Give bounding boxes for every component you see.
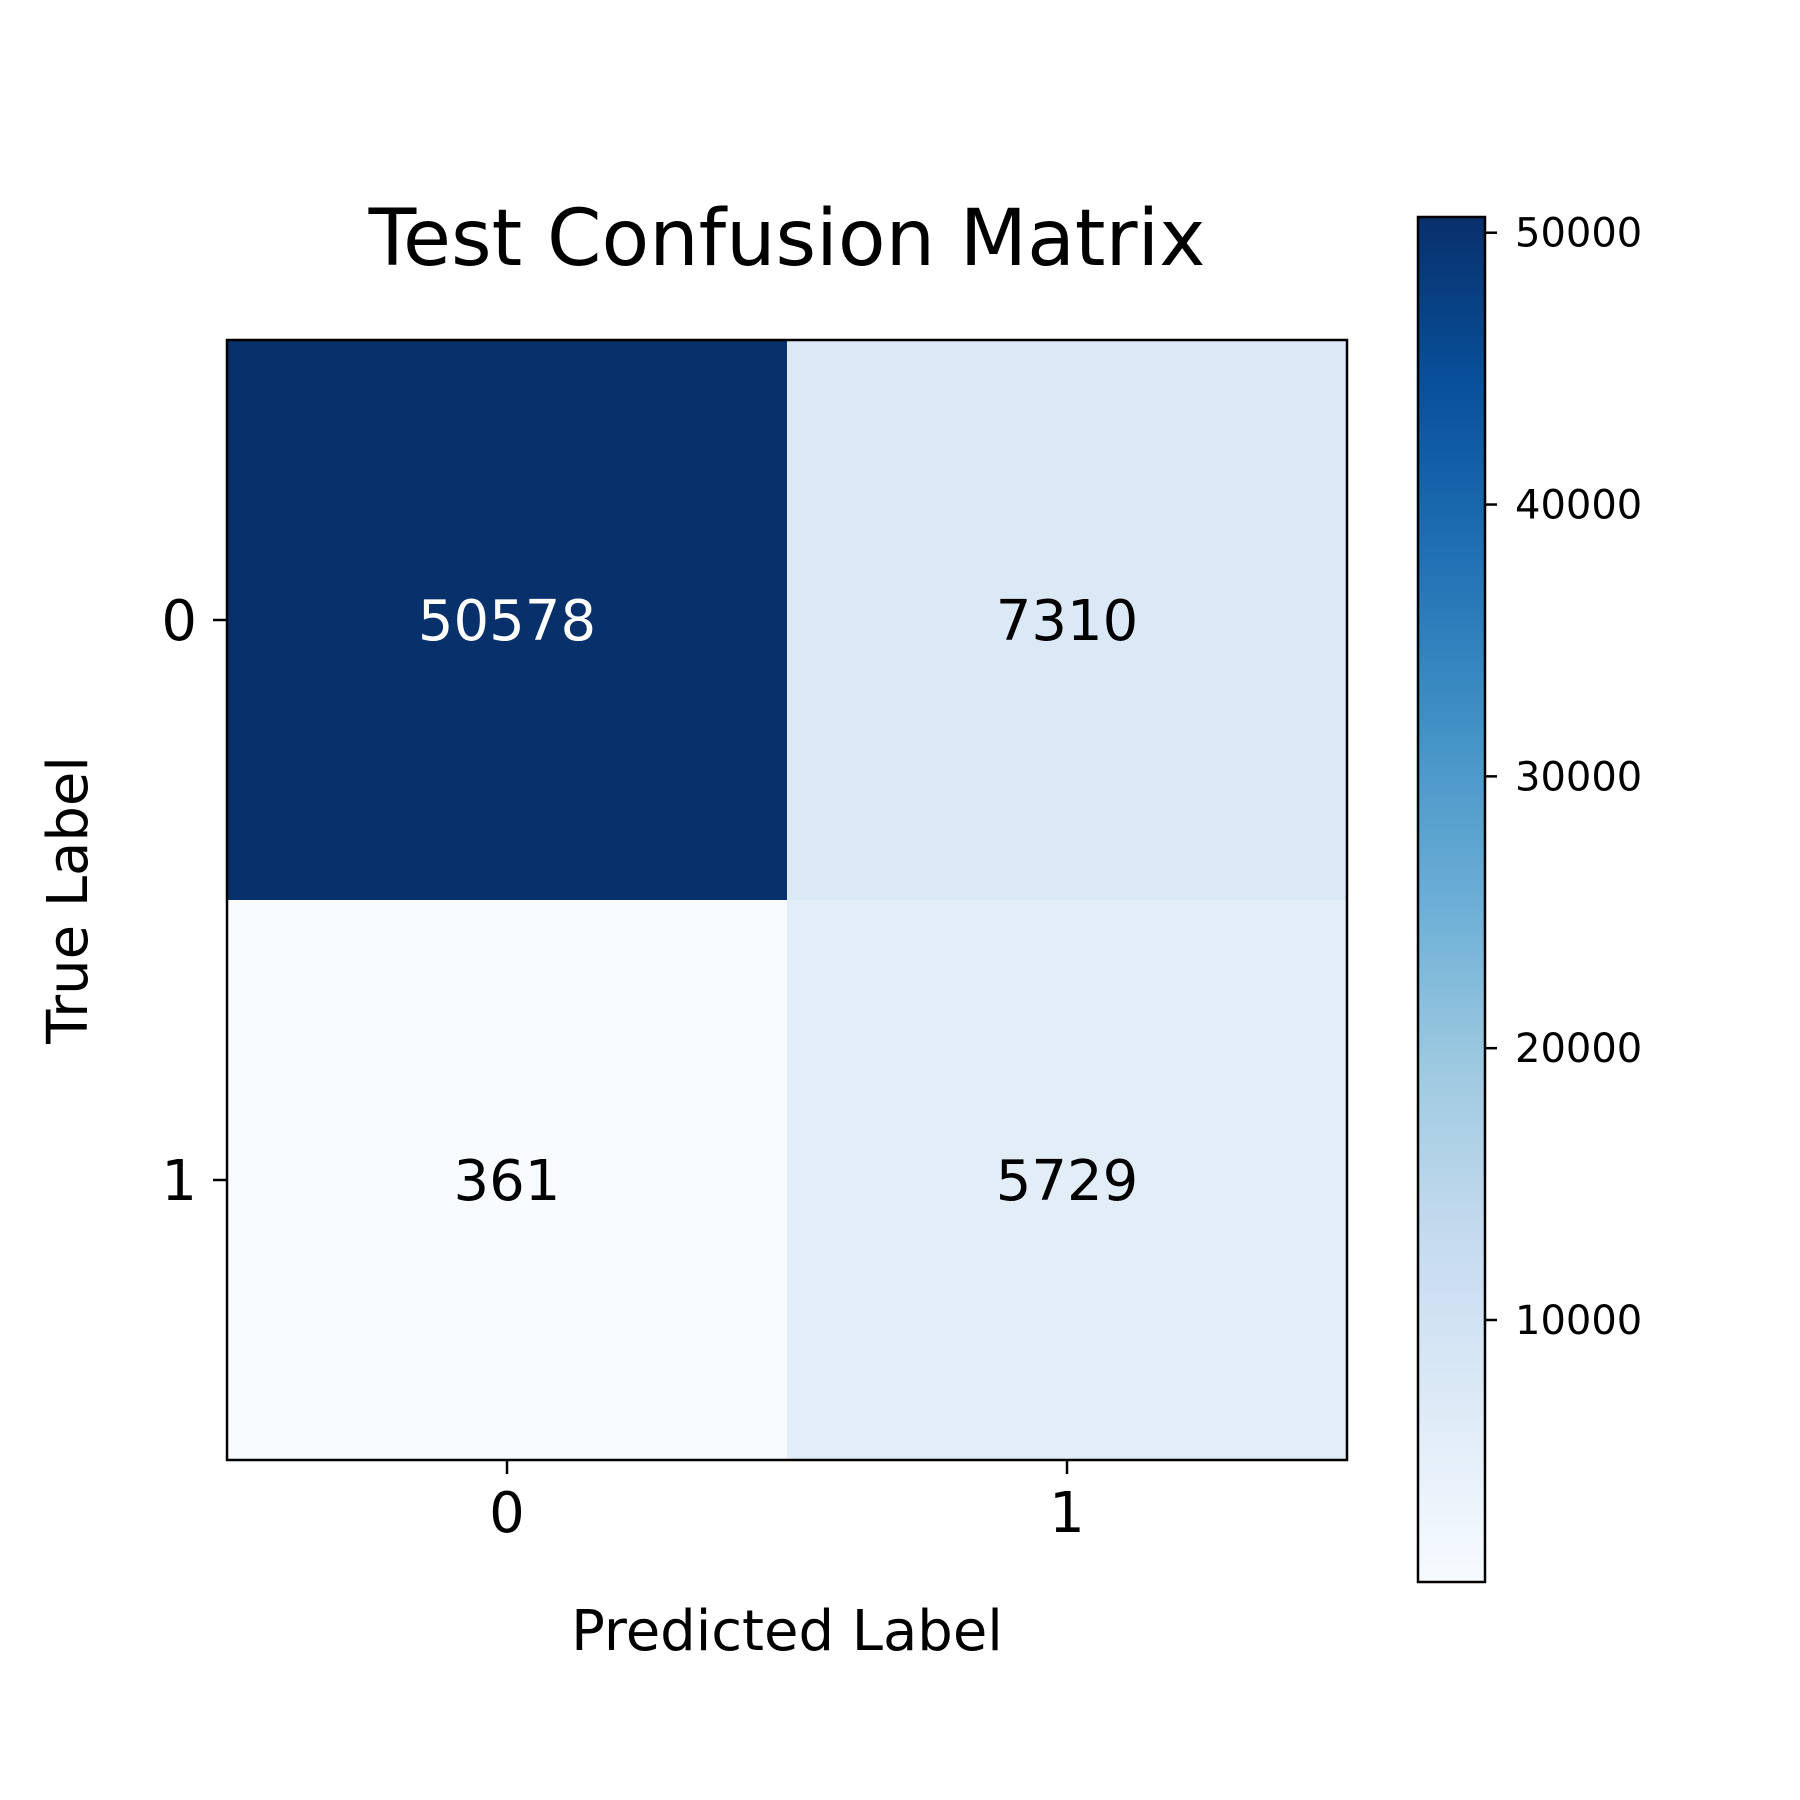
colorbar-tick-label: 30000 bbox=[1515, 754, 1642, 800]
x-tick-label: 1 bbox=[1049, 1481, 1085, 1546]
cell-value-label: 5729 bbox=[996, 1149, 1139, 1214]
heatmap-cell bbox=[787, 340, 1347, 900]
y-tick-label: 0 bbox=[161, 589, 197, 654]
chart-title: Test Confusion Matrix bbox=[368, 194, 1206, 284]
heatmap-cell bbox=[787, 900, 1347, 1460]
heatmap-cells bbox=[227, 340, 1347, 1460]
y-axis-ticks: 01 bbox=[161, 589, 227, 1214]
y-tick-label: 1 bbox=[161, 1149, 197, 1214]
x-axis-label: Predicted Label bbox=[571, 1599, 1003, 1664]
cell-value-label: 7310 bbox=[996, 589, 1139, 654]
cell-value-label: 361 bbox=[454, 1149, 561, 1214]
x-tick-label: 0 bbox=[489, 1481, 525, 1546]
cell-value-label: 50578 bbox=[418, 589, 596, 654]
colorbar-tick-label: 50000 bbox=[1515, 211, 1642, 257]
heatmap-cell-labels: 50578 7310 361 5729 bbox=[418, 589, 1138, 1214]
y-axis-label: True Label bbox=[36, 756, 101, 1045]
heatmap-cell bbox=[227, 900, 787, 1460]
heatmap-cell bbox=[227, 340, 787, 900]
colorbar-tick-label: 20000 bbox=[1515, 1026, 1642, 1072]
colorbar-ticks: 10000 20000 30000 40000 50000 bbox=[1485, 211, 1642, 1344]
plot-frame bbox=[225, 338, 1349, 1462]
colorbar bbox=[1416, 215, 1487, 1584]
colorbar-tick-label: 10000 bbox=[1515, 1298, 1642, 1344]
colorbar-tick-label: 40000 bbox=[1515, 483, 1642, 529]
